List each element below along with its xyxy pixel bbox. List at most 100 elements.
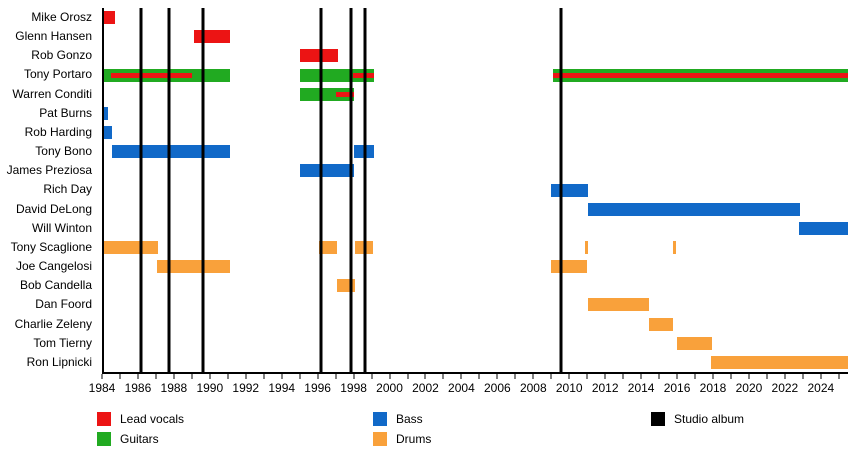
member-label-pat-burns: Pat Burns (39, 105, 92, 120)
member-label-joe-cangelosi: Joe Cangelosi (15, 259, 92, 274)
x-axis-tick (191, 374, 193, 379)
x-axis-tick (838, 374, 840, 379)
x-axis-tick (640, 374, 642, 379)
member-label-rich-day: Rich Day (43, 182, 92, 197)
x-axis-tick (766, 374, 768, 379)
member-label-mike-orosz: Mike Orosz (31, 10, 92, 24)
x-axis-tick (820, 374, 822, 379)
x-axis-tick-label: 2022 (771, 381, 799, 395)
member-label-tony-scaglione: Tony Scaglione (10, 239, 92, 254)
x-axis-tick (586, 374, 588, 379)
x-axis-tick (209, 374, 211, 379)
x-axis-tick (676, 374, 678, 379)
role-bar-lead-vocals (299, 49, 338, 63)
chart-plot-area (102, 8, 848, 374)
legend-item-lead-vocals: Lead vocals (97, 411, 184, 426)
x-axis-tick (694, 374, 696, 379)
x-axis-tick (712, 374, 714, 379)
x-axis-tick (604, 374, 606, 379)
role-bar-drums (551, 260, 587, 274)
x-axis-tick (245, 374, 247, 379)
x-axis-tick (101, 374, 103, 379)
member-label-james-preziosa: James Preziosa (6, 163, 92, 178)
x-axis-tick (371, 374, 373, 379)
x-axis-tick (460, 374, 462, 379)
x-axis-tick (119, 374, 121, 379)
x-axis-tick-label: 2010 (555, 381, 583, 395)
x-axis-tick (802, 374, 804, 379)
member-label-david-delong: David DeLong (15, 201, 92, 216)
studio-album-line (559, 8, 563, 372)
role-bar-lead-vocals (193, 30, 230, 44)
x-axis-tick-label: 1984 (88, 381, 116, 395)
x-axis-tick (137, 374, 139, 379)
role-bar-bass (799, 221, 848, 235)
legend-swatch (373, 411, 387, 426)
legend-label: Studio album (674, 411, 745, 426)
member-label-rob-harding: Rob Harding (24, 124, 92, 139)
studio-album-line (139, 8, 143, 372)
studio-album-line (167, 8, 171, 372)
x-axis-tick (424, 374, 426, 379)
studio-album-line (319, 8, 323, 372)
x-axis-tick-label: 2024 (807, 381, 835, 395)
x-axis-tick (299, 374, 301, 379)
legend-swatch (651, 411, 665, 426)
role-bar-drums (588, 298, 650, 312)
x-axis: 1984 1986 1988 1990 1992 1994 1996 1998 2000 2002… (89, 374, 846, 398)
x-axis-tick (442, 374, 444, 379)
legend-label: Lead vocals (120, 411, 185, 426)
x-axis-tick-label: 2012 (591, 381, 619, 395)
member-label-tony-bono: Tony Bono (35, 144, 92, 159)
studio-album-line (201, 8, 205, 372)
x-axis-tick (263, 374, 265, 379)
role-bar-bass (299, 164, 354, 178)
x-axis-tick (730, 374, 732, 379)
x-axis-tick-label: 1996 (304, 381, 331, 395)
x-axis-tick-label: 2016 (663, 381, 691, 395)
member-label-will-winton: Will Winton (31, 220, 92, 235)
x-axis-tick-label: 2008 (519, 381, 547, 395)
x-axis-tick (407, 374, 408, 379)
x-axis-tick (227, 374, 229, 379)
x-axis-tick (748, 374, 750, 379)
legend-swatch (373, 431, 387, 446)
role-bar-guitars (299, 87, 354, 101)
x-axis-tick-label: 2006 (484, 381, 511, 395)
role-bar-drums (584, 240, 589, 254)
member-label-ron-lipnicki: Ron Lipnicki (26, 354, 92, 369)
legend-item-bass: Bass (373, 411, 423, 426)
role-bar-bass (104, 106, 108, 120)
legend-label: Guitars (120, 431, 159, 446)
x-axis-tick (514, 374, 516, 379)
x-axis-tick-label: 1986 (124, 381, 152, 395)
role-bar-drums (677, 336, 713, 350)
legend-label: Bass (396, 411, 423, 426)
member-label-dan-foord: Dan Foord (35, 297, 92, 312)
role-bar-bass (551, 183, 589, 197)
x-axis-tick (317, 374, 319, 379)
role-bar-bass (112, 145, 230, 159)
x-axis-tick-label: 1998 (340, 381, 367, 395)
vocal-overlay-bar-lead-vocals (553, 72, 848, 78)
x-axis-tick (173, 374, 175, 379)
member-label-bob-candella: Bob Candella (19, 278, 92, 293)
vocal-overlay-bar-lead-vocals (335, 91, 354, 97)
x-axis-tick (622, 374, 624, 379)
x-axis-tick (281, 374, 283, 379)
x-axis-tick (389, 374, 391, 379)
x-axis-tick (155, 374, 157, 379)
x-axis-tick-label: 2018 (699, 381, 727, 395)
x-axis-tick (335, 374, 337, 379)
x-axis-tick (478, 374, 480, 379)
role-bar-guitars (299, 68, 374, 82)
x-axis-tick-label: 1990 (196, 381, 224, 395)
role-bar-lead-vocals (104, 11, 115, 25)
role-bar-bass (588, 202, 801, 216)
x-axis-tick (353, 374, 355, 379)
legend-item-guitars: Guitars (97, 431, 159, 446)
role-bar-bass (104, 126, 113, 140)
member-label-charlie-zeleny: Charlie Zeleny (14, 316, 92, 331)
x-axis-tick-label: 1994 (268, 381, 296, 395)
legend-item-drums: Drums (373, 431, 431, 446)
